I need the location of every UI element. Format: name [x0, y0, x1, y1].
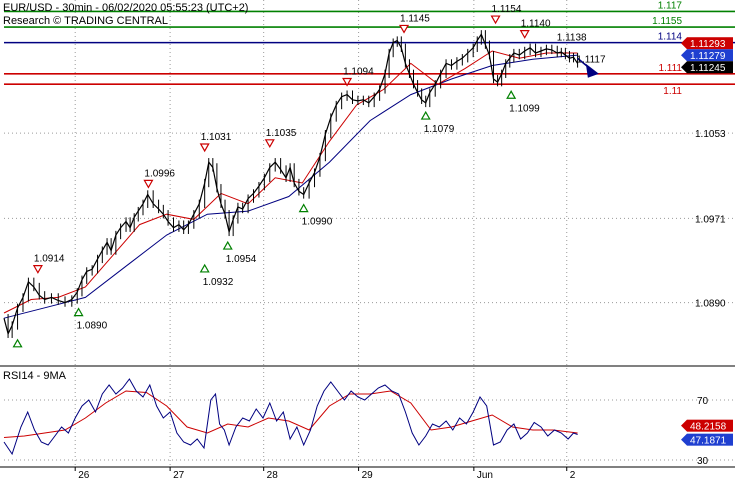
- rsi-title: RSI14 - 9MA: [3, 370, 67, 382]
- ma-slow-line: [3, 54, 578, 319]
- annotation-label: 1.0954: [226, 254, 257, 265]
- buy-marker-icon: [506, 90, 517, 99]
- x-tick-label: 27: [173, 470, 185, 480]
- level-label: 1.1155: [652, 16, 682, 27]
- chart-source: Research © TRADING CENTRAL: [3, 15, 168, 27]
- x-tick-label: 2: [570, 470, 576, 480]
- value-badge-label: 1.11245: [690, 63, 726, 74]
- sell-marker-icon: [342, 77, 353, 87]
- sell-marker-icon: [264, 139, 275, 149]
- value-badge-pointer: [681, 433, 687, 446]
- sell-marker-icon: [490, 15, 501, 25]
- value-badge-label: 1.11279: [690, 51, 726, 62]
- annotation-label: 1.0914: [34, 254, 65, 265]
- buy-marker-icon: [222, 240, 233, 250]
- annotation-label: 1.1138: [557, 33, 587, 44]
- y-tick-label: 1.1053: [695, 129, 726, 140]
- annotation-label: 1.1145: [400, 13, 430, 24]
- value-badge-pointer: [681, 49, 687, 62]
- annotation-label: 1.0890: [77, 321, 108, 332]
- value-badge-pointer: [681, 61, 687, 74]
- value-badge: [687, 61, 733, 74]
- y-tick-label: 1.0971: [695, 214, 726, 225]
- sell-marker-icon: [398, 24, 410, 34]
- value-badge-pointer: [681, 419, 687, 432]
- sell-marker-icon: [199, 143, 210, 153]
- value-badge: [687, 433, 733, 446]
- annotation-label: 1.0932: [203, 277, 234, 288]
- level-label: 1.11: [663, 86, 682, 97]
- annotation-label: 1.1099: [509, 103, 540, 114]
- value-badge-label: 48.2158: [690, 422, 727, 433]
- buy-marker-icon: [420, 110, 431, 120]
- level-label: 1.117: [658, 0, 683, 11]
- sell-marker-icon: [32, 265, 43, 274]
- level-label: 1.111: [658, 63, 682, 74]
- level-label: 1.114: [658, 32, 683, 43]
- value-badge: [687, 49, 733, 62]
- price-line: [3, 32, 579, 336]
- annotation-label: 1.0990: [302, 217, 333, 228]
- x-tick-label: 28: [267, 470, 279, 480]
- rsi-line: [3, 378, 578, 456]
- y-tick-label: 1.0890: [695, 299, 726, 310]
- sell-marker-icon: [519, 30, 530, 39]
- axis-layer: 1.0890 1.0971 1.1053 70 30 26 27 28 29 Jun 2 1.1129…: [74, 37, 733, 481]
- value-badge: [687, 419, 733, 432]
- buy-marker-icon: [73, 307, 84, 317]
- buy-marker-icon: [12, 338, 23, 348]
- annotation-label: 1.0996: [144, 168, 175, 179]
- rsi-panel: [3, 378, 578, 456]
- x-tick-label: Jun: [477, 470, 493, 480]
- x-tick-label: 29: [362, 470, 374, 480]
- value-badge-label: 47.1871: [690, 436, 727, 447]
- annotation-label: 1.1035: [266, 128, 297, 139]
- sell-marker-icon: [143, 179, 154, 189]
- grid-layer: [0, 0, 735, 468]
- forecast-arrow-head: [585, 63, 599, 78]
- annotation-label: 1.1079: [424, 124, 455, 135]
- x-tick-label: 26: [78, 470, 90, 480]
- buy-marker-icon: [298, 203, 309, 213]
- annotation-label: 1.1140: [521, 19, 551, 30]
- ma-fast-line: [3, 50, 578, 314]
- annotation-label: 1.1031: [201, 132, 232, 143]
- annotation-label: 1.1154: [492, 4, 522, 15]
- annotation-label: 1.1117: [576, 55, 606, 66]
- value-badge-pointer: [681, 37, 687, 50]
- price-panel: 1.117 1.1155 1.114 1.111 1.11 1.0914 1.0890 1.0…: [3, 0, 735, 348]
- rsi-y-tick-label: 30: [697, 456, 709, 467]
- value-badge: [687, 37, 733, 50]
- buy-marker-icon: [199, 263, 210, 273]
- rsi-ma-line: [3, 390, 578, 438]
- annotation-label: 1.1094: [343, 66, 374, 77]
- chart-title: EUR/USD - 30min - 06/02/2020 05:55:23 (U…: [3, 2, 248, 14]
- value-badge-label: 1.11293: [690, 39, 726, 50]
- rsi-y-tick-label: 70: [697, 396, 709, 407]
